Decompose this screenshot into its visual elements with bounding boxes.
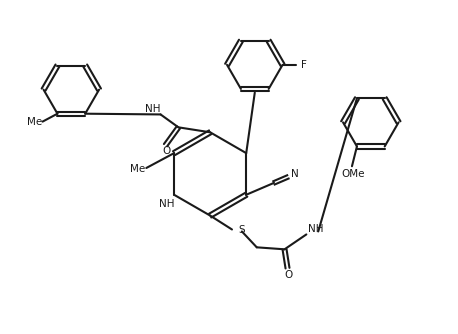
Text: NH: NH: [145, 105, 160, 115]
Text: S: S: [238, 225, 245, 235]
Text: NH: NH: [307, 224, 323, 234]
Text: OMe: OMe: [341, 169, 365, 179]
Text: F: F: [301, 60, 307, 70]
Text: O: O: [163, 146, 171, 156]
Text: O: O: [284, 270, 293, 280]
Text: Me: Me: [130, 164, 145, 174]
Text: NH: NH: [159, 199, 175, 209]
Text: N: N: [291, 169, 299, 179]
Text: Me: Me: [27, 117, 42, 127]
